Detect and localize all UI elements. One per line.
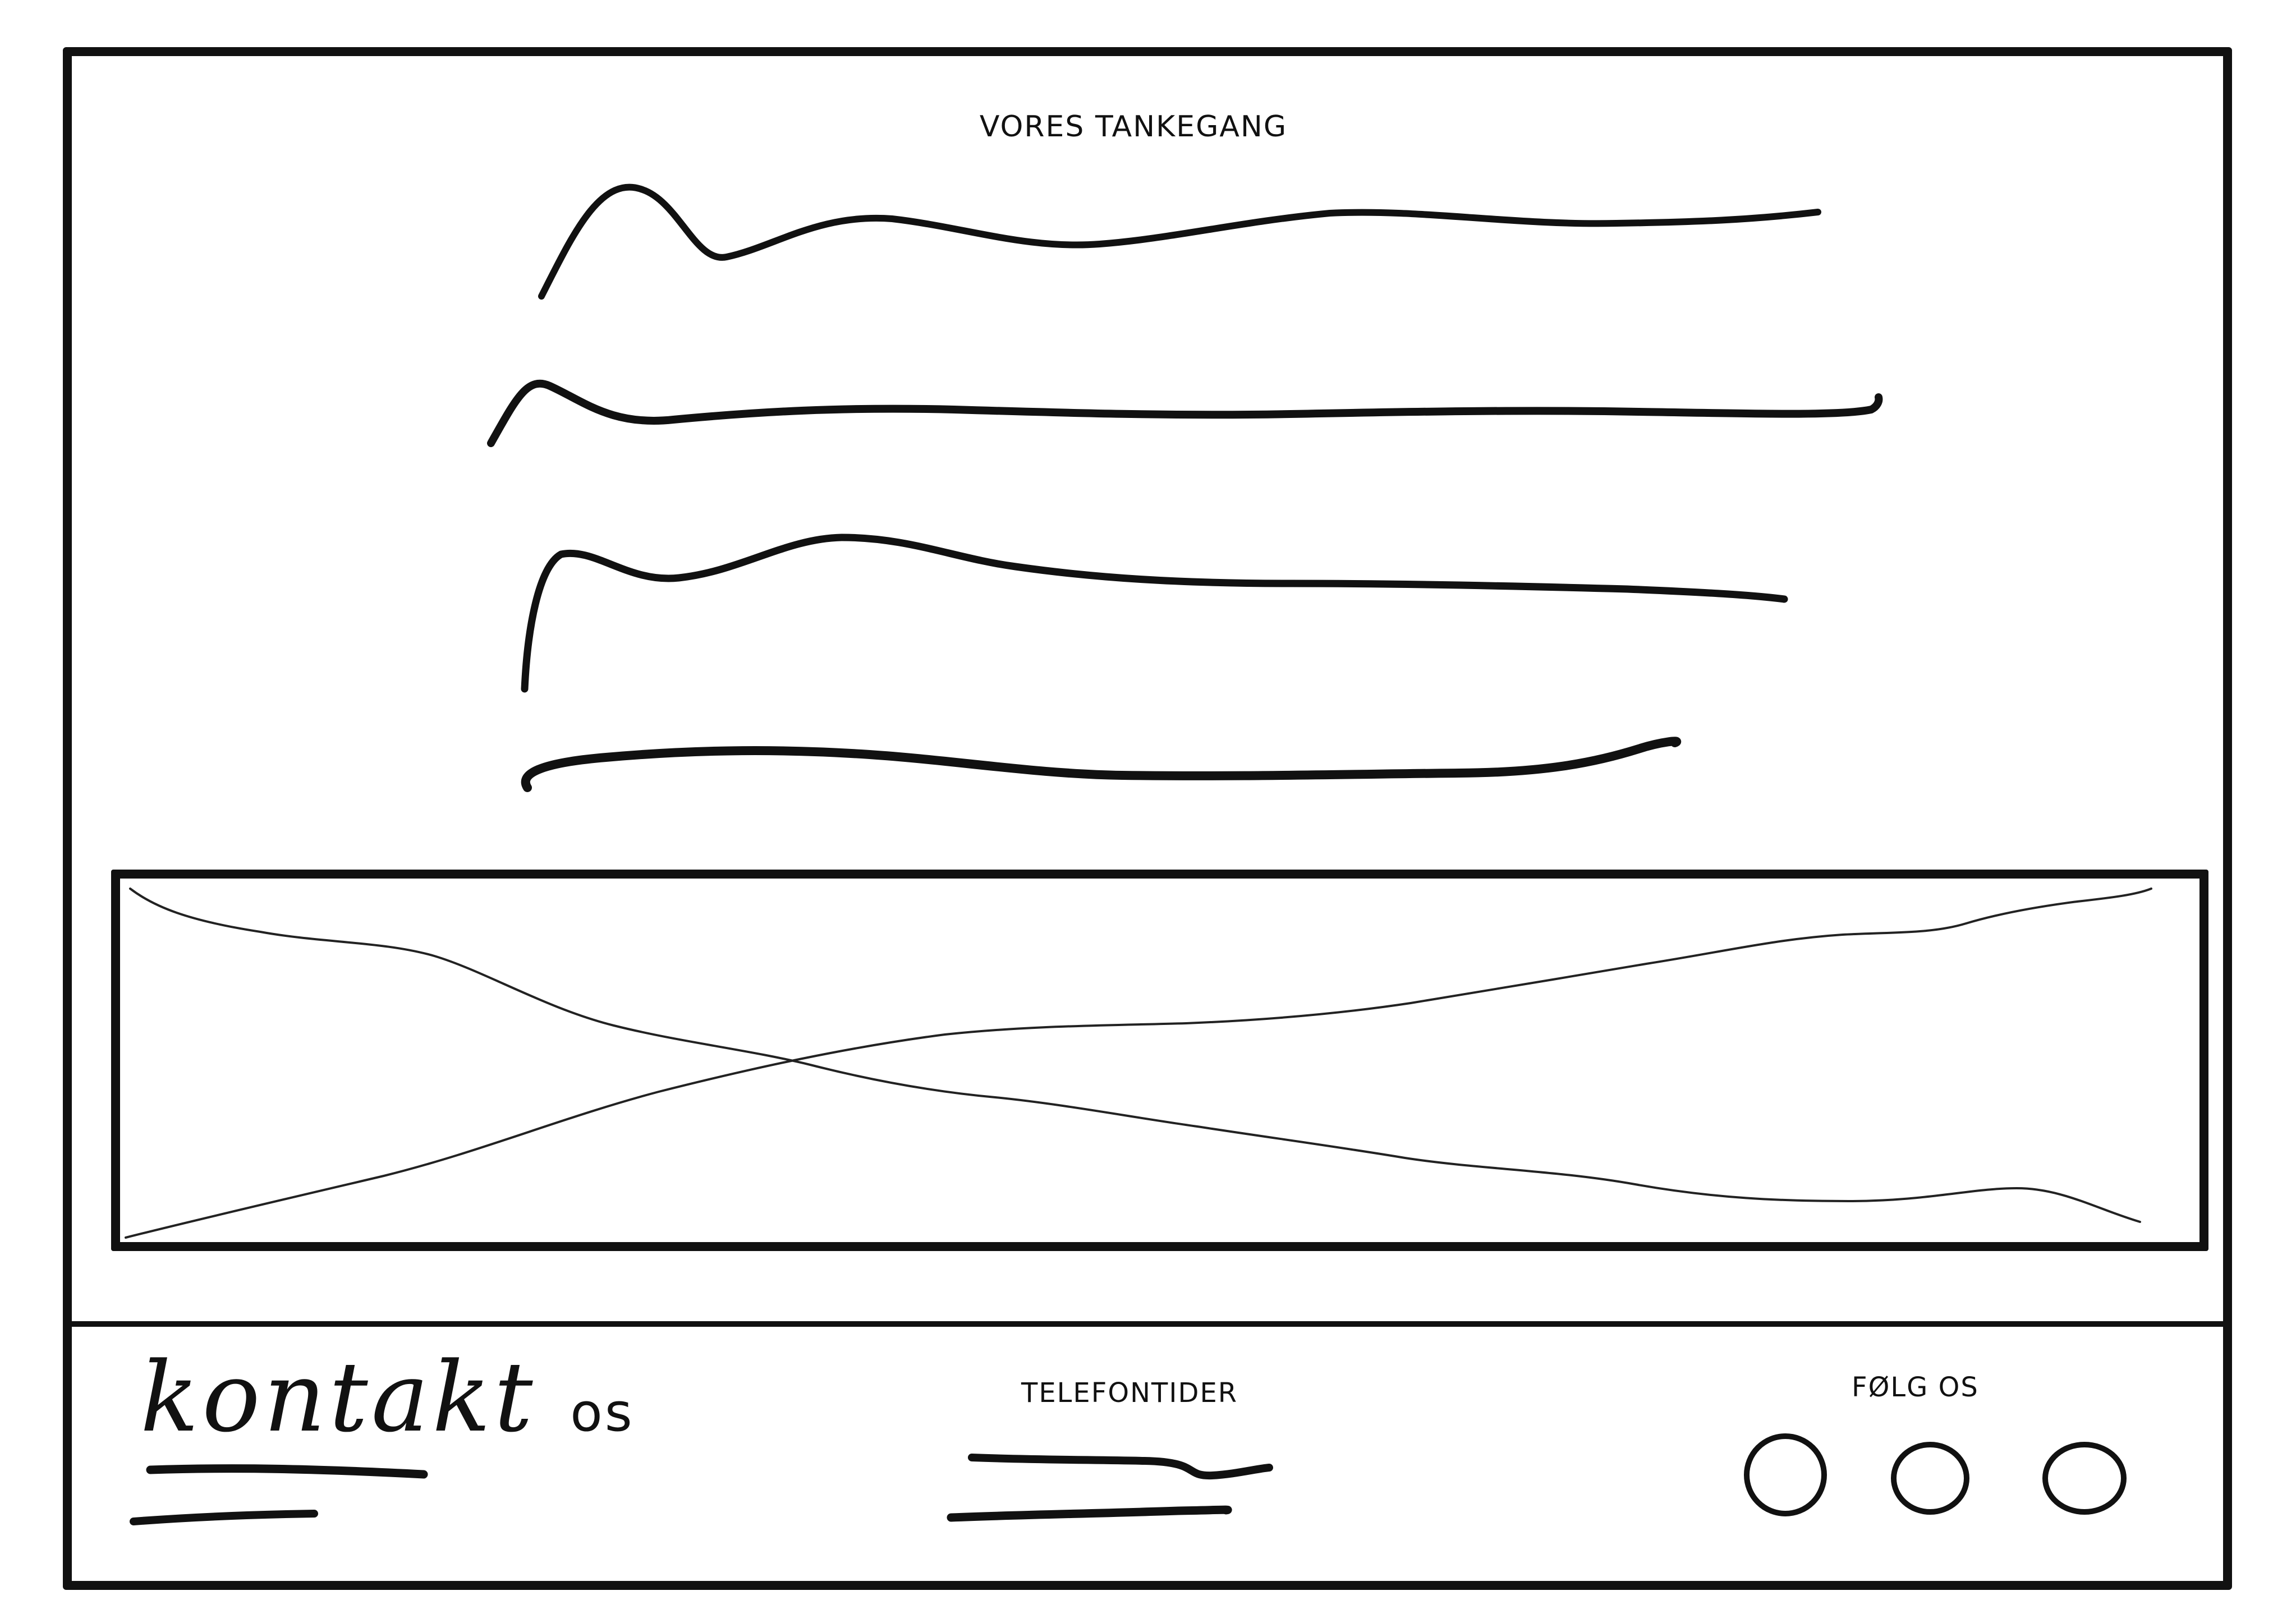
image-placeholder-cross xyxy=(125,888,2152,1239)
image-placeholder-diagonal xyxy=(129,888,2141,1223)
text-placeholder-line xyxy=(487,379,1883,447)
page-frame xyxy=(63,47,2232,1590)
contact-line xyxy=(146,1464,428,1479)
follow-title: FØLG OS xyxy=(1852,1372,1979,1403)
social-icon[interactable] xyxy=(1744,1433,1827,1516)
social-icon[interactable] xyxy=(1891,1442,1969,1515)
contact-line xyxy=(130,1510,318,1525)
text-placeholder-lines xyxy=(487,183,1883,792)
phone-hours-line xyxy=(947,1505,1232,1522)
phone-hours-title: TELEFONTIDER xyxy=(1021,1377,1238,1409)
text-placeholder-line xyxy=(538,183,1821,300)
contact-title-main: kontakt xyxy=(140,1341,536,1454)
contact-title-small: os xyxy=(570,1382,635,1443)
text-placeholder-line xyxy=(521,534,1788,693)
footer-divider xyxy=(63,1321,2232,1327)
phone-hours-line xyxy=(968,1454,1273,1480)
text-placeholder-line xyxy=(521,737,1681,792)
image-placeholder-diagonal xyxy=(125,888,2152,1239)
social-icon[interactable] xyxy=(2042,1442,2127,1515)
section-title: VORES TANKEGANG xyxy=(979,110,1288,144)
footer-placeholder-lines xyxy=(130,1454,1273,1525)
image-placeholder xyxy=(111,870,2208,1251)
contact-title: kontakt os xyxy=(140,1349,635,1446)
